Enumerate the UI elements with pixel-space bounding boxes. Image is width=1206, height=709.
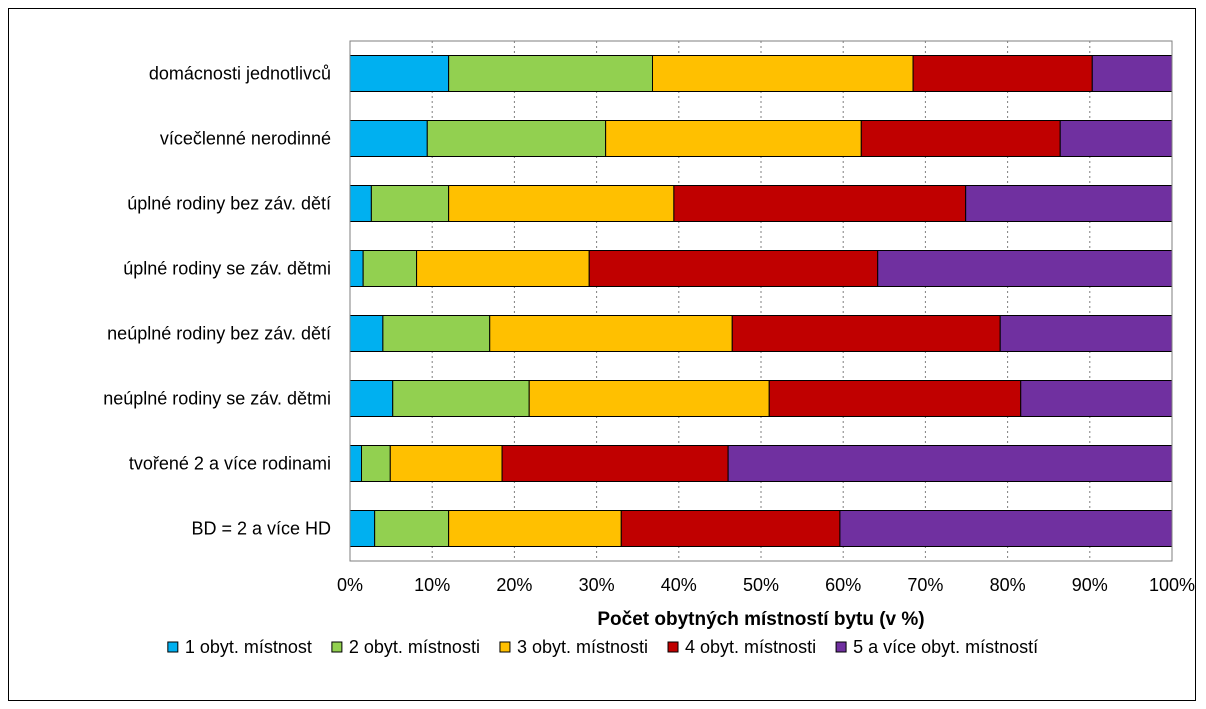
legend-label: 2 obyt. místnosti xyxy=(349,637,480,657)
legend-label: 3 obyt. místnosti xyxy=(517,637,648,657)
legend-swatch xyxy=(668,642,678,652)
bar-segment xyxy=(502,446,728,482)
chart-frame: domácnosti jednotlivců vícečlenné nerodin… xyxy=(8,8,1196,701)
bar-segment xyxy=(375,511,449,547)
x-tick-label: 90% xyxy=(1072,575,1108,595)
legend-item: 5 a více obyt. místností xyxy=(836,637,1038,657)
bar-segment xyxy=(417,251,590,287)
x-tick-label: 20% xyxy=(496,575,532,595)
category-label: BD = 2 a více HD xyxy=(191,519,331,539)
bar-segment xyxy=(371,186,448,222)
x-tick-label: 60% xyxy=(825,575,861,595)
legend-item: 1 obyt. místnost xyxy=(168,637,312,657)
legend-swatch xyxy=(168,642,178,652)
bar-segment xyxy=(966,186,1172,222)
stacked-bar-chart: domácnosti jednotlivců vícečlenné nerodin… xyxy=(9,9,1197,702)
bar-segment xyxy=(1092,56,1172,92)
bar-segment xyxy=(350,186,371,222)
bar-segment xyxy=(913,56,1092,92)
legend-swatch xyxy=(332,642,342,652)
bar-segment xyxy=(393,381,529,417)
bar-segment xyxy=(529,381,769,417)
legend-swatch xyxy=(836,642,846,652)
bar-segment xyxy=(350,56,449,92)
x-tick-label: 50% xyxy=(743,575,779,595)
category-label: úplné rodiny bez záv. dětí xyxy=(127,194,331,214)
x-tick-label: 30% xyxy=(579,575,615,595)
legend-label: 4 obyt. místnosti xyxy=(685,637,816,657)
legend-swatch xyxy=(500,642,510,652)
bar-segment xyxy=(606,121,862,157)
legend-item: 4 obyt. místnosti xyxy=(668,637,816,657)
bar-segment xyxy=(350,446,362,482)
bar-segment xyxy=(621,511,840,547)
bar-segment xyxy=(449,186,674,222)
category-label: neúplné rodiny se záv. dětmi xyxy=(103,389,331,409)
bar-segment xyxy=(350,121,427,157)
bar-segment xyxy=(427,121,605,157)
bar-segment xyxy=(728,446,1172,482)
bar-segment xyxy=(732,316,1000,352)
bar-segment xyxy=(383,316,490,352)
bar-segment xyxy=(674,186,966,222)
x-tick-labels: 0% 10% 20% 30% 40% 50% 60% 70% 80% 90% 100% xyxy=(337,575,1195,595)
bar-segment xyxy=(363,251,416,287)
bar-segment xyxy=(840,511,1172,547)
x-tick-label: 10% xyxy=(414,575,450,595)
bar-segment xyxy=(878,251,1172,287)
bar-segment xyxy=(1021,381,1172,417)
bar-segment xyxy=(490,316,732,352)
category-label: neúplné rodiny bez záv. dětí xyxy=(107,324,331,344)
legend-label: 5 a více obyt. místností xyxy=(853,637,1038,657)
legend-item: 3 obyt. místnosti xyxy=(500,637,648,657)
bar-segment xyxy=(390,446,502,482)
bar-segment xyxy=(449,511,622,547)
bar-segment xyxy=(350,511,375,547)
category-label: domácnosti jednotlivců xyxy=(149,64,331,84)
x-axis-title: Počet obytných místností bytu (v %) xyxy=(597,609,924,630)
bar-segment xyxy=(861,121,1060,157)
category-label: tvořené 2 a více rodinami xyxy=(129,454,331,474)
bar-segment xyxy=(350,381,393,417)
x-tick-label: 40% xyxy=(661,575,697,595)
bar-segment xyxy=(589,251,878,287)
bar-segment xyxy=(350,316,383,352)
category-labels: domácnosti jednotlivců vícečlenné nerodin… xyxy=(103,64,331,539)
x-tick-label: 70% xyxy=(907,575,943,595)
category-label: vícečlenné nerodinné xyxy=(160,129,331,149)
x-tick-label: 0% xyxy=(337,575,363,595)
legend-label: 1 obyt. místnost xyxy=(185,637,312,657)
category-label: úplné rodiny se záv. dětmi xyxy=(123,259,331,279)
bar-segment xyxy=(1000,316,1172,352)
bar-segment xyxy=(350,251,363,287)
gridlines xyxy=(432,41,1090,561)
bar-segment xyxy=(362,446,391,482)
bar-segment xyxy=(449,56,653,92)
bar-segment xyxy=(1060,121,1172,157)
x-tick-label: 100% xyxy=(1149,575,1195,595)
legend-item: 2 obyt. místnosti xyxy=(332,637,480,657)
bar-segment xyxy=(769,381,1021,417)
legend: 1 obyt. místnost 2 obyt. místnosti 3 obyt.… xyxy=(168,637,1038,657)
bar-segment xyxy=(652,56,913,92)
x-tick-label: 80% xyxy=(990,575,1026,595)
